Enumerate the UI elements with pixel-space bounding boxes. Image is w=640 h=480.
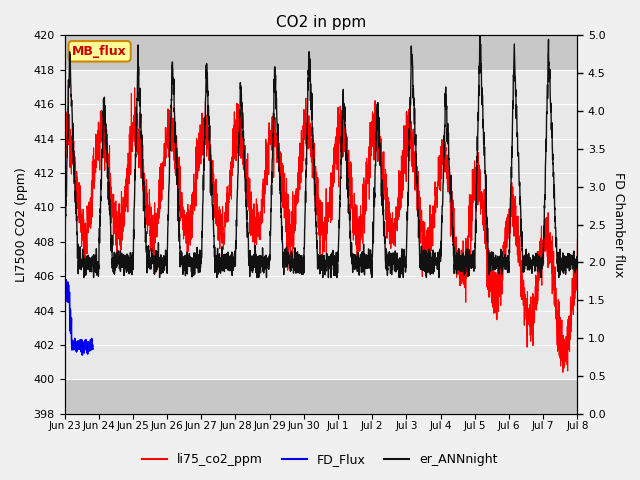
Y-axis label: FD Chamber flux: FD Chamber flux bbox=[612, 172, 625, 277]
Text: MB_flux: MB_flux bbox=[72, 45, 127, 58]
Y-axis label: LI7500 CO2 (ppm): LI7500 CO2 (ppm) bbox=[15, 167, 28, 282]
Legend: li75_co2_ppm, FD_Flux, er_ANNnight: li75_co2_ppm, FD_Flux, er_ANNnight bbox=[137, 448, 503, 471]
Bar bbox=[65, 70, 577, 379]
Title: CO2 in ppm: CO2 in ppm bbox=[276, 15, 366, 30]
